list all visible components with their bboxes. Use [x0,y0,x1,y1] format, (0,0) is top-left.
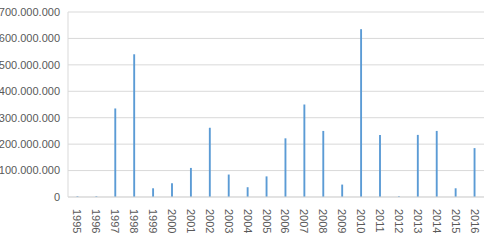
svg-text:2014: 2014 [431,209,443,233]
svg-text:2008: 2008 [317,209,329,233]
svg-text:1995: 1995 [71,209,83,233]
svg-text:2001: 2001 [185,209,197,233]
svg-text:2007: 2007 [298,209,310,233]
svg-text:500.000.000: 500.000.000 [8,59,60,71]
svg-text:400.000.000: 400.000.000 [8,85,60,97]
svg-text:2002: 2002 [204,209,216,233]
svg-text:600.000.000: 600.000.000 [8,32,60,44]
svg-text:2012: 2012 [393,209,405,233]
svg-text:100.000.000: 100.000.000 [8,164,60,176]
svg-text:1997: 1997 [109,209,121,233]
svg-text:2011: 2011 [374,209,386,233]
svg-text:2010: 2010 [355,209,367,233]
svg-text:1999: 1999 [147,209,159,233]
svg-text:0: 0 [54,191,60,203]
svg-text:2009: 2009 [336,209,348,233]
svg-text:2005: 2005 [261,209,273,233]
svg-text:2015: 2015 [450,209,462,233]
svg-text:2013: 2013 [412,209,424,233]
svg-text:1998: 1998 [128,209,140,233]
svg-text:2000: 2000 [166,209,178,233]
svg-text:2003: 2003 [223,209,235,233]
svg-text:1996: 1996 [90,209,102,233]
svg-text:2004: 2004 [242,209,254,233]
svg-text:200.000.000: 200.000.000 [8,138,60,150]
svg-text:2016: 2016 [469,209,481,233]
svg-text:2006: 2006 [279,209,291,233]
svg-text:300.000.000: 300.000.000 [8,112,60,124]
svg-text:700.000.000: 700.000.000 [8,6,60,18]
